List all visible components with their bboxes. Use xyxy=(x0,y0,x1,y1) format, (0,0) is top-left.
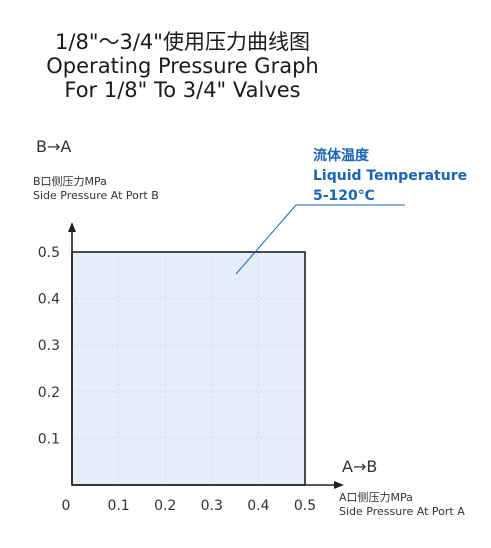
y-axis-label-cn: B口侧压力MPa xyxy=(33,175,107,188)
y-axis-label-en: Side Pressure At Port B xyxy=(33,189,159,202)
x-tick-label: 0.1 xyxy=(107,498,129,514)
y-tick-label: 0.1 xyxy=(38,431,60,447)
x-tick-label: 0.2 xyxy=(154,498,176,514)
axes xyxy=(68,222,344,489)
operating-area xyxy=(71,251,306,486)
x-tick-label: 0 xyxy=(62,498,71,514)
y-tick-label: 0.5 xyxy=(38,245,60,261)
x-axis-direction: A→B xyxy=(342,457,377,476)
subtitle-english: For 1/8" To 3/4" Valves xyxy=(64,78,301,102)
annotation-leader-line xyxy=(235,204,405,275)
y-axis-direction: B→A xyxy=(36,137,71,156)
y-tick-label: 0.2 xyxy=(38,385,60,401)
chart-titles: 1/8"～3/4"使用压力曲线图 Operating Pressure Grap… xyxy=(0,30,365,102)
y-axis-arrow-icon xyxy=(68,222,76,232)
x-axis-arrow-icon xyxy=(334,481,344,489)
title-english: Operating Pressure Graph xyxy=(46,54,319,78)
x-axis-label-en: Side Pressure At Port A xyxy=(339,505,465,518)
title-chinese: 1/8"～3/4"使用压力曲线图 xyxy=(55,30,310,54)
tick-labels: 0 0.1 0.2 0.3 0.4 0.5 0.1 0.2 0.3 0.4 0.5 xyxy=(38,245,316,514)
annotation-line3: 5-120℃ xyxy=(313,188,375,204)
x-tick-label: 0.3 xyxy=(201,498,223,514)
x-axis-label-cn: A口侧压力MPa xyxy=(339,491,413,504)
y-tick-label: 0.3 xyxy=(38,338,60,354)
x-tick-label: 0.4 xyxy=(247,498,269,514)
x-tick-label: 0.5 xyxy=(294,498,316,514)
annotation-line1: 流体温度 xyxy=(313,147,370,164)
y-tick-label: 0.4 xyxy=(38,292,60,308)
annotation-line2: Liquid Temperature xyxy=(313,168,467,184)
